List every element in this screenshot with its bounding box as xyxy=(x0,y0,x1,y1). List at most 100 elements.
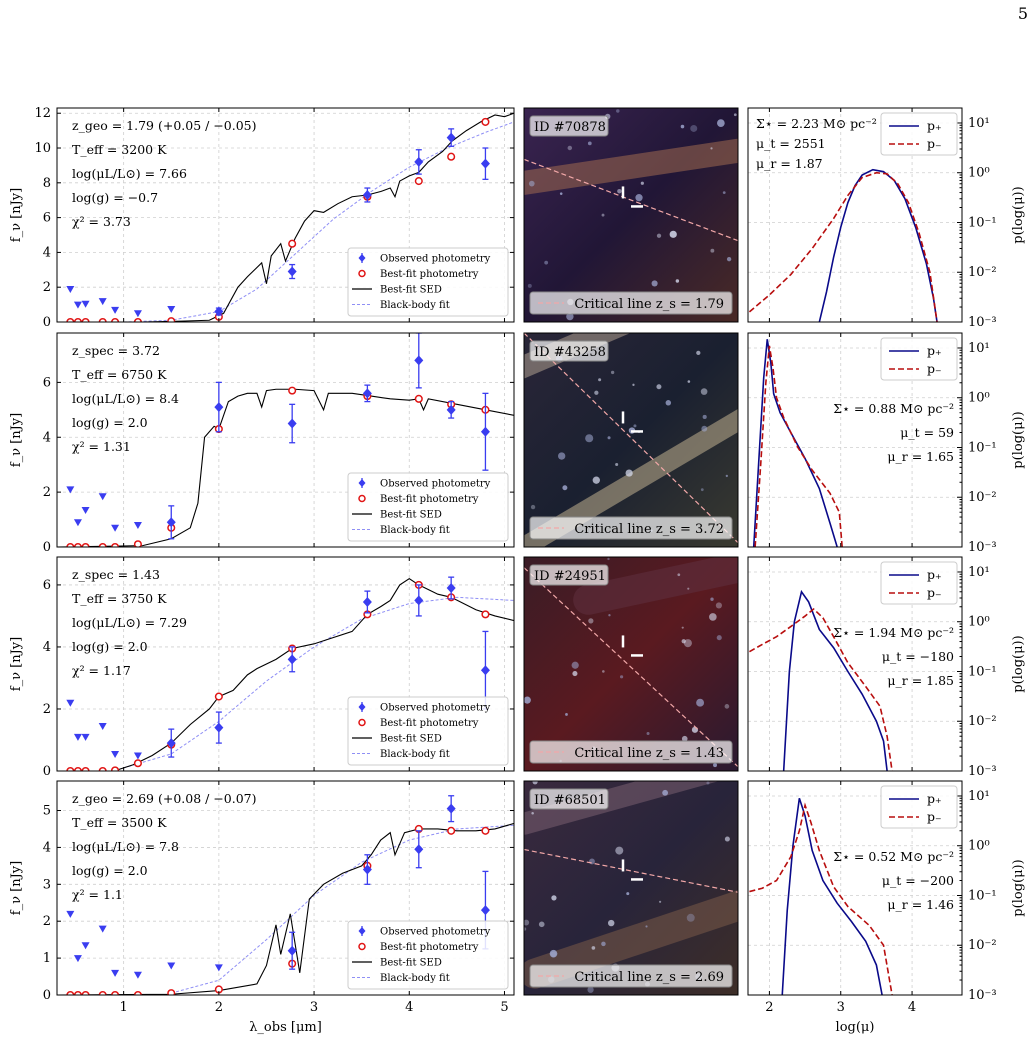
sed-annotation: log(g) = 2.0 xyxy=(72,639,148,654)
pdf-y-axis-label: p(log(μ)) xyxy=(1011,859,1026,916)
y-tick-label: 12 xyxy=(34,106,51,121)
star-blob xyxy=(656,233,662,238)
best-fit-point xyxy=(167,989,176,995)
best-fit-point xyxy=(73,317,82,322)
critical-line xyxy=(524,333,738,544)
galaxy-streak xyxy=(524,781,720,835)
observed-point xyxy=(480,665,490,676)
star-blob xyxy=(724,704,730,709)
x-tick-label: 5 xyxy=(500,1000,508,1015)
sed-frame xyxy=(56,107,515,323)
best-fit-point xyxy=(73,542,82,547)
y-tick-label: 10⁰ xyxy=(968,166,990,181)
legend-bestfit-marker xyxy=(358,718,366,727)
sed-annotation: z_spec = 3.72 xyxy=(72,343,160,358)
image-background xyxy=(524,108,738,322)
blackbody-fit-line xyxy=(123,121,514,322)
best-fit-sed-line xyxy=(57,578,514,771)
star-blob xyxy=(538,921,545,928)
star-blob xyxy=(683,639,692,648)
y-tick-label: 0 xyxy=(43,988,51,1003)
legend-label: p₋ xyxy=(927,585,942,600)
star-blob xyxy=(544,260,549,265)
observed-point xyxy=(414,355,424,366)
legend-label: p₋ xyxy=(927,809,942,824)
sed-x-axis-label: λ_obs [μm] xyxy=(249,1020,322,1035)
p-minus-curve xyxy=(754,345,843,547)
star-blob xyxy=(724,836,730,842)
upper-limit-marker xyxy=(73,733,82,741)
best-fit-point xyxy=(98,766,107,771)
best-fit-point xyxy=(447,826,456,835)
y-tick-label: 10⁻¹ xyxy=(968,215,997,230)
upper-limit-marker xyxy=(73,955,82,963)
p-minus-curve xyxy=(749,802,893,995)
star-blob xyxy=(706,781,710,785)
observed-point xyxy=(362,864,372,875)
upper-limit-marker xyxy=(133,971,142,979)
star-blob xyxy=(696,698,705,707)
star-blob xyxy=(651,280,658,287)
sed-annotation: z_spec = 1.43 xyxy=(72,567,160,582)
star-blob xyxy=(681,626,684,629)
y-tick-label: 10⁻³ xyxy=(968,315,997,330)
star-blob xyxy=(530,504,536,510)
star-blob xyxy=(557,452,566,460)
x-tick-label: 1 xyxy=(120,1000,128,1015)
observed-point xyxy=(214,402,224,413)
y-tick-label: 2 xyxy=(43,280,51,295)
observed-point xyxy=(362,596,372,607)
star-blob xyxy=(696,350,701,355)
y-tick-label: 10⁻² xyxy=(968,490,997,505)
best-fit-sed-line xyxy=(57,822,514,995)
id-label: ID #70878 xyxy=(534,120,606,135)
star-blob xyxy=(701,425,708,432)
legend-observed-marker xyxy=(358,254,366,262)
sed-annotation: log(μL/L⊙) = 7.66 xyxy=(72,166,187,181)
sed-annotation: T_eff = 3750 K xyxy=(72,591,167,606)
star-blob xyxy=(717,119,725,127)
pdf-panel-1: 10⁻³ 10⁻² 10⁻¹ 10⁰ 10¹ p(log(μ)) p₊ p₋ Σ⋆ = 2.23… xyxy=(747,107,1026,330)
best-fit-point xyxy=(481,826,490,835)
id-label: ID #43258 xyxy=(534,345,606,360)
best-fit-point xyxy=(66,317,75,322)
best-fit-point xyxy=(111,542,120,547)
star-blob xyxy=(607,557,610,561)
star-blob xyxy=(532,781,538,785)
star-blob xyxy=(602,670,605,673)
upper-limit-marker xyxy=(81,300,90,308)
critical-legend-label: Critical line z_s = 3.72 xyxy=(574,522,724,537)
y-tick-label: 4 xyxy=(43,840,51,855)
upper-limit-marker xyxy=(81,733,90,741)
star-blob xyxy=(690,124,698,132)
sed-annotation: log(μL/L⊙) = 7.8 xyxy=(72,839,179,854)
star-blob xyxy=(585,434,594,443)
y-tick-label: 0 xyxy=(43,764,51,779)
y-tick-label: 4 xyxy=(43,430,51,445)
pdf-annotation: μ_t = 59 xyxy=(900,425,954,440)
critical-legend-label: Critical line z_s = 1.43 xyxy=(574,746,724,761)
y-tick-label: 2 xyxy=(43,702,51,717)
star-blob xyxy=(633,424,637,428)
star-blob xyxy=(675,279,680,283)
sed-annotation: χ² = 1.31 xyxy=(72,439,131,454)
star-blob xyxy=(617,188,622,194)
y-tick-label: 10⁻² xyxy=(968,938,997,953)
legend-label: Black-body fit xyxy=(380,525,450,536)
legend-bestfit-marker xyxy=(358,494,366,503)
upper-limit-marker xyxy=(73,519,82,527)
pdf-y-axis-label: p(log(μ)) xyxy=(1011,411,1026,468)
y-tick-label: 5 xyxy=(43,804,51,819)
legend-label: Best-fit SED xyxy=(380,734,442,745)
best-fit-point xyxy=(133,759,142,768)
observed-point xyxy=(446,404,456,415)
best-fit-point xyxy=(73,990,82,995)
upper-limit-marker xyxy=(111,524,120,532)
id-label: ID #68501 xyxy=(534,793,606,808)
legend-label: Observed photometry xyxy=(380,703,491,714)
star-blob xyxy=(700,388,708,395)
y-tick-label: 6 xyxy=(43,211,51,226)
blackbody-fit-line xyxy=(123,596,514,769)
pdf-y-axis-label: p(log(μ)) xyxy=(1011,186,1026,243)
critical-legend-label: Critical line z_s = 1.79 xyxy=(574,297,724,312)
